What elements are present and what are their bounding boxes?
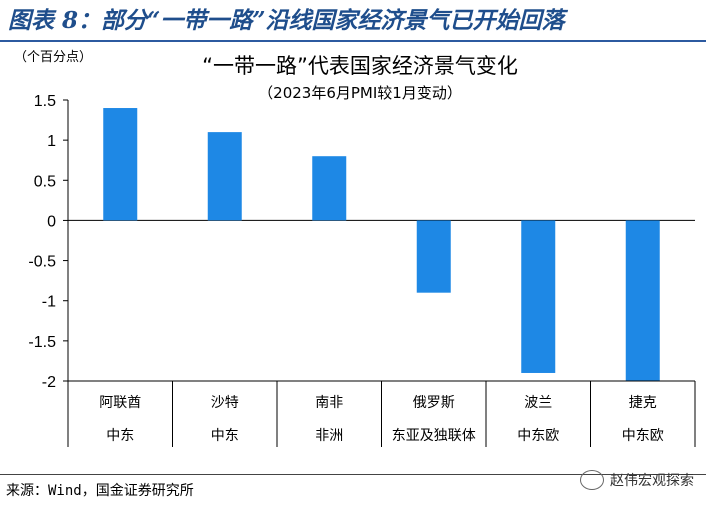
region-label: 中东欧 bbox=[622, 428, 664, 444]
region-label: 中东 bbox=[211, 428, 239, 444]
bar-1 bbox=[103, 108, 138, 221]
bar-3 bbox=[312, 156, 347, 221]
y-tick-label: -1 bbox=[42, 294, 56, 311]
region-label: 中东 bbox=[106, 428, 134, 444]
y-tick-label: -0.5 bbox=[28, 254, 56, 271]
chart-subtitle: （2023年6月PMI较1月变动） bbox=[258, 84, 462, 102]
y-tick-label: 0 bbox=[47, 213, 56, 230]
y-tick-label: 1.5 bbox=[34, 93, 56, 110]
region-label: 东亚及独联体 bbox=[392, 428, 476, 444]
category-label: 捷克 bbox=[629, 395, 657, 411]
category-label: 沙特 bbox=[211, 395, 239, 411]
bar-5 bbox=[521, 220, 556, 373]
category-label: 波兰 bbox=[524, 395, 552, 411]
y-tick-label: -1.5 bbox=[28, 334, 56, 351]
watermark-text: 赵伟宏观探索 bbox=[610, 473, 694, 489]
watermark: 赵伟宏观探索 bbox=[580, 470, 694, 490]
source-note: 来源：Wind，国金证券研究所 bbox=[6, 483, 194, 499]
y-tick-label: 0.5 bbox=[34, 173, 56, 190]
bar-4 bbox=[416, 220, 451, 293]
bar-2 bbox=[207, 132, 242, 221]
y-axis-unit-label: （个百分点） bbox=[14, 50, 93, 65]
region-label: 非洲 bbox=[315, 428, 343, 444]
figure-title: 图表 8：部分“一带一路”沿线国家经济景气已开始回落 bbox=[8, 7, 565, 34]
title-divider bbox=[0, 40, 706, 42]
bar-6 bbox=[625, 220, 660, 381]
category-label: 阿联酋 bbox=[99, 394, 141, 411]
region-label: 中东欧 bbox=[517, 428, 559, 444]
category-label: 南非 bbox=[315, 395, 343, 411]
y-tick-label: -2 bbox=[42, 374, 56, 391]
footer-divider bbox=[0, 474, 706, 475]
y-tick-label: 1 bbox=[47, 133, 56, 150]
category-label: 俄罗斯 bbox=[413, 395, 455, 411]
wechat-icon bbox=[580, 470, 604, 490]
chart-title: “一带一路”代表国家经济景气变化 bbox=[202, 54, 518, 78]
